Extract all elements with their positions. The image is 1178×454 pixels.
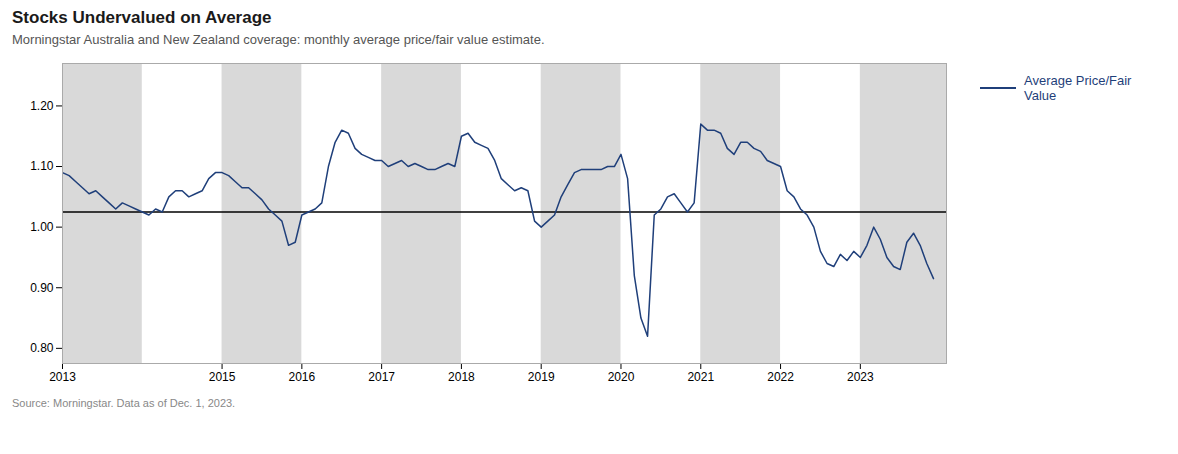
svg-text:1.00: 1.00	[30, 220, 54, 234]
svg-text:1.20: 1.20	[30, 99, 54, 113]
html-text:Average Price/Fair Value: Average Price/Fair Value	[1024, 73, 1132, 103]
html-text:Morningstar Australia and New: Morningstar Australia and New Zealand co…	[12, 32, 545, 47]
svg-text:0.80: 0.80	[30, 341, 54, 355]
html-text:Source: Morningstar. Data as o: Source: Morningstar. Data as of Dec. 1, …	[12, 397, 236, 409]
svg-text:0.90: 0.90	[30, 281, 54, 295]
svg-text:1.10: 1.10	[30, 159, 54, 173]
svg-text:2023: 2023	[847, 370, 874, 384]
svg-text:2015: 2015	[209, 370, 236, 384]
html-text:Stocks Undervalued on Average: Stocks Undervalued on Average	[12, 8, 272, 27]
svg-text:2017: 2017	[368, 370, 395, 384]
svg-text:2020: 2020	[608, 370, 635, 384]
svg-text:2021: 2021	[687, 370, 714, 384]
svg-text:2018: 2018	[448, 370, 475, 384]
svg-text:2016: 2016	[288, 370, 315, 384]
svg-text:2019: 2019	[528, 370, 555, 384]
svg-text:2022: 2022	[767, 370, 794, 384]
svg-text:2013: 2013	[49, 370, 76, 384]
